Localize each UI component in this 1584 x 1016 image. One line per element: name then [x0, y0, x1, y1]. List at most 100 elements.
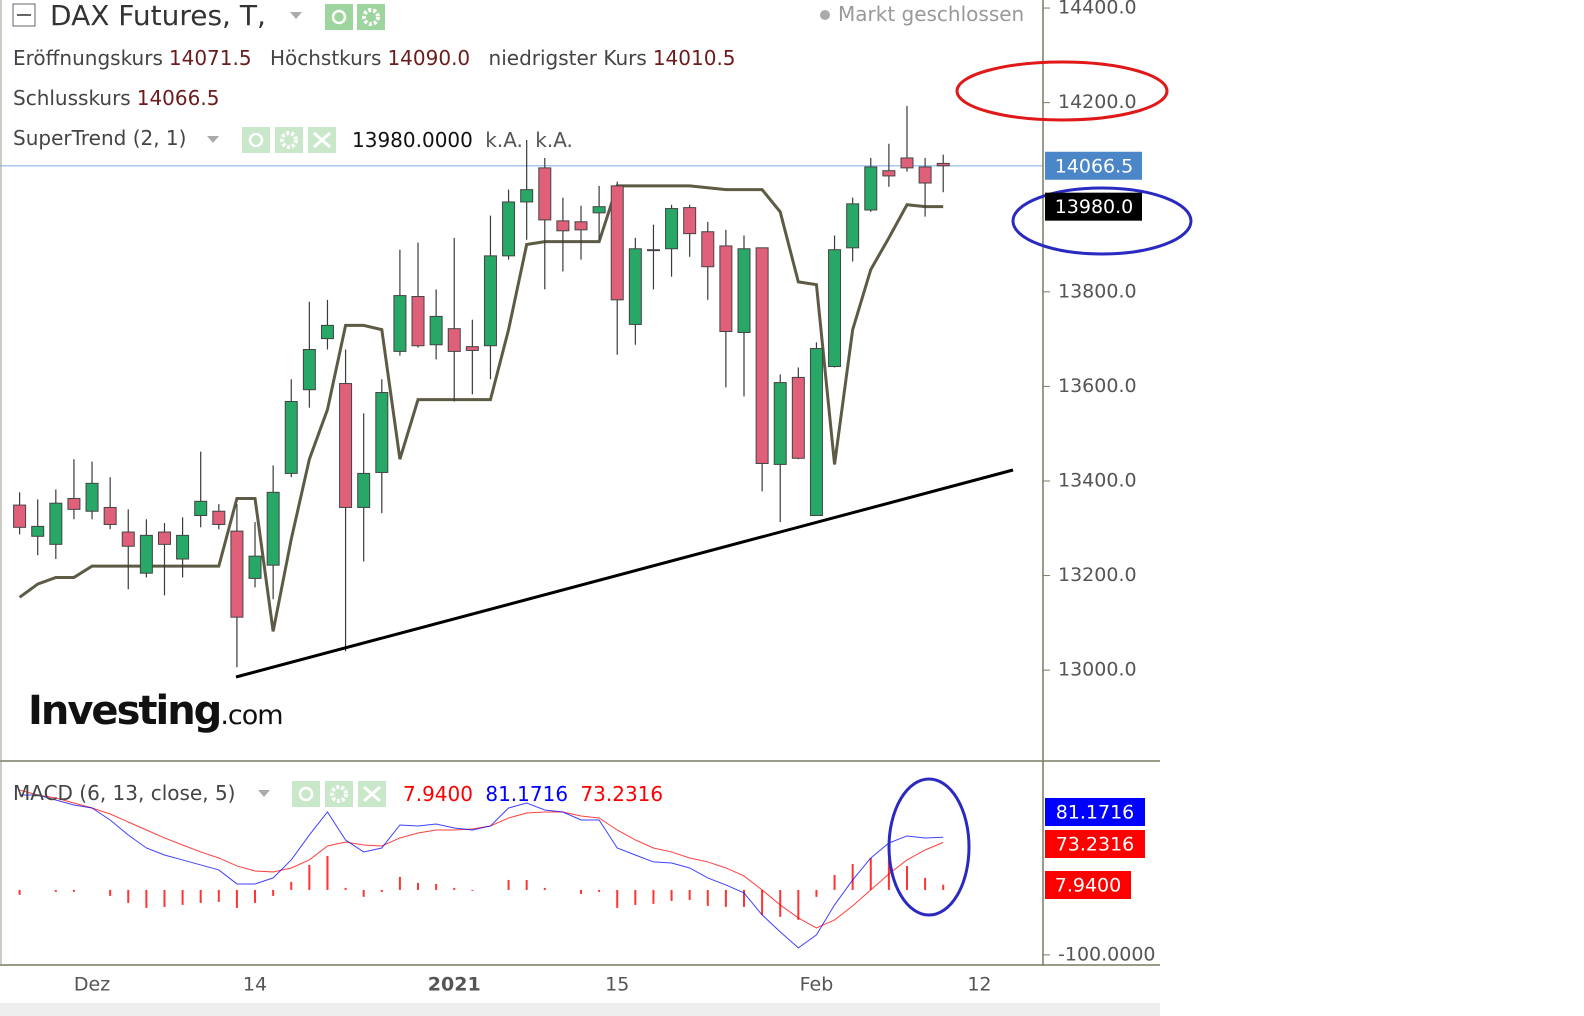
gear-icon: [280, 131, 298, 149]
histogram-bar: [815, 889, 818, 897]
candle-body: [31, 525, 45, 537]
histogram-bar: [797, 889, 800, 920]
stat-value: 14066.5: [136, 86, 220, 110]
price-marker-label: 14066.5: [1055, 155, 1134, 177]
macd-title: MACD (6, 13, close, 5): [13, 781, 236, 805]
stat-value: 14090.0: [387, 46, 471, 70]
logo-text: Investing: [28, 688, 222, 734]
candle-body: [67, 497, 81, 510]
histogram-bar: [254, 889, 257, 903]
histogram-bar: [308, 864, 311, 890]
value-box-label: 7.9400: [1055, 875, 1121, 897]
collapse-button[interactable]: [12, 3, 36, 27]
histogram-bar: [344, 887, 347, 890]
candle-body: [846, 203, 860, 249]
histogram-bar: [634, 889, 637, 905]
candle-body: [85, 482, 99, 512]
histogram-bar: [598, 889, 601, 892]
candle-body: [791, 376, 805, 459]
x-tick-label: 15: [605, 974, 629, 996]
dropdown-caret[interactable]: [207, 136, 219, 143]
settings-button[interactable]: [275, 127, 303, 153]
candle-body: [646, 249, 660, 252]
eye-button[interactable]: [325, 4, 353, 30]
indicator-values: 13980.0000 k.A. k.A.: [352, 128, 579, 152]
supertrend-line: [18, 184, 944, 632]
value-box: [1045, 871, 1131, 899]
candle-body: [773, 382, 787, 465]
histogram-bar: [417, 882, 420, 890]
histogram-bar: [924, 877, 927, 890]
histogram-bar: [362, 889, 365, 897]
logo: Investing.com: [28, 688, 284, 734]
eye-button[interactable]: [242, 127, 270, 153]
stat-label: Eröffnungskurs: [13, 46, 163, 70]
eye-button[interactable]: [292, 781, 320, 807]
candle-body: [139, 534, 153, 574]
legend-value: 81.1716: [485, 782, 569, 806]
y-tick-label: 13800.0: [1058, 280, 1137, 302]
candle-body: [320, 324, 334, 340]
candle-body: [737, 248, 751, 333]
dropdown-caret[interactable]: [290, 12, 302, 19]
candle-body: [176, 534, 190, 560]
candle-body: [230, 530, 244, 618]
histogram-bar: [724, 889, 727, 907]
candle-body: [574, 221, 588, 231]
histogram-bar: [235, 889, 238, 908]
candle-body: [610, 185, 624, 301]
candle-body: [538, 167, 552, 221]
ohlc-stats: Eröffnungskurs 14071.5 Höchstkurs 14090.0 …: [13, 46, 748, 70]
candle-body: [628, 248, 642, 325]
close-stat: Schlusskurs 14066.5: [13, 86, 231, 110]
histogram-bar: [380, 889, 383, 892]
chart-title: DAX Futures, T,: [50, 0, 266, 32]
histogram-bar: [163, 889, 166, 907]
histogram-bar: [580, 889, 583, 894]
indicator-name: SuperTrend (2, 1): [13, 126, 187, 150]
candle-body: [393, 295, 407, 352]
y-tick-label: 13200.0: [1058, 564, 1137, 586]
candle-body: [266, 491, 280, 566]
macd-legend: 7.9400 81.1716 73.2316: [403, 782, 669, 806]
x-tick-label: Feb: [800, 974, 834, 996]
histogram-bar: [199, 889, 202, 903]
histogram-bar: [743, 889, 745, 907]
histogram-bar: [942, 884, 945, 890]
gear-icon: [362, 8, 380, 26]
settings-button[interactable]: [357, 4, 385, 30]
candle-body: [194, 500, 208, 516]
histogram-bar: [543, 887, 546, 890]
gear-icon: [330, 785, 348, 803]
histogram-bar: [869, 857, 872, 890]
logo-suffix: .com: [220, 700, 283, 731]
candle-body: [556, 220, 570, 232]
candle-body: [900, 157, 914, 169]
x-tick-label: 14: [243, 974, 267, 996]
indicator-value: 13980.0000: [352, 128, 473, 152]
candle-body: [103, 506, 117, 525]
candle-body: [157, 531, 171, 545]
histogram-bar: [761, 889, 764, 915]
candle-body: [212, 510, 226, 525]
candle-body: [683, 207, 697, 235]
x-tick-label: 2021: [428, 974, 481, 996]
histogram-bar: [72, 889, 75, 892]
dropdown-caret[interactable]: [258, 790, 270, 797]
histogram-bar: [18, 889, 21, 895]
settings-button[interactable]: [325, 781, 353, 807]
y-tick-label: 13600.0: [1058, 375, 1137, 397]
remove-icon: [363, 785, 381, 803]
candle-body: [248, 555, 262, 579]
stat-value: 14010.5: [652, 46, 736, 70]
histogram-bar: [326, 855, 329, 890]
status-dot: [820, 10, 830, 20]
candle-body: [375, 392, 389, 473]
y-tick-label: -100.0000: [1058, 943, 1156, 965]
stat-label: niedrigster Kurs: [488, 46, 647, 70]
histogram-bar: [616, 889, 619, 908]
y-tick-label: 13400.0: [1058, 469, 1137, 491]
histogram-bar: [525, 879, 528, 890]
candle-body: [828, 249, 842, 368]
